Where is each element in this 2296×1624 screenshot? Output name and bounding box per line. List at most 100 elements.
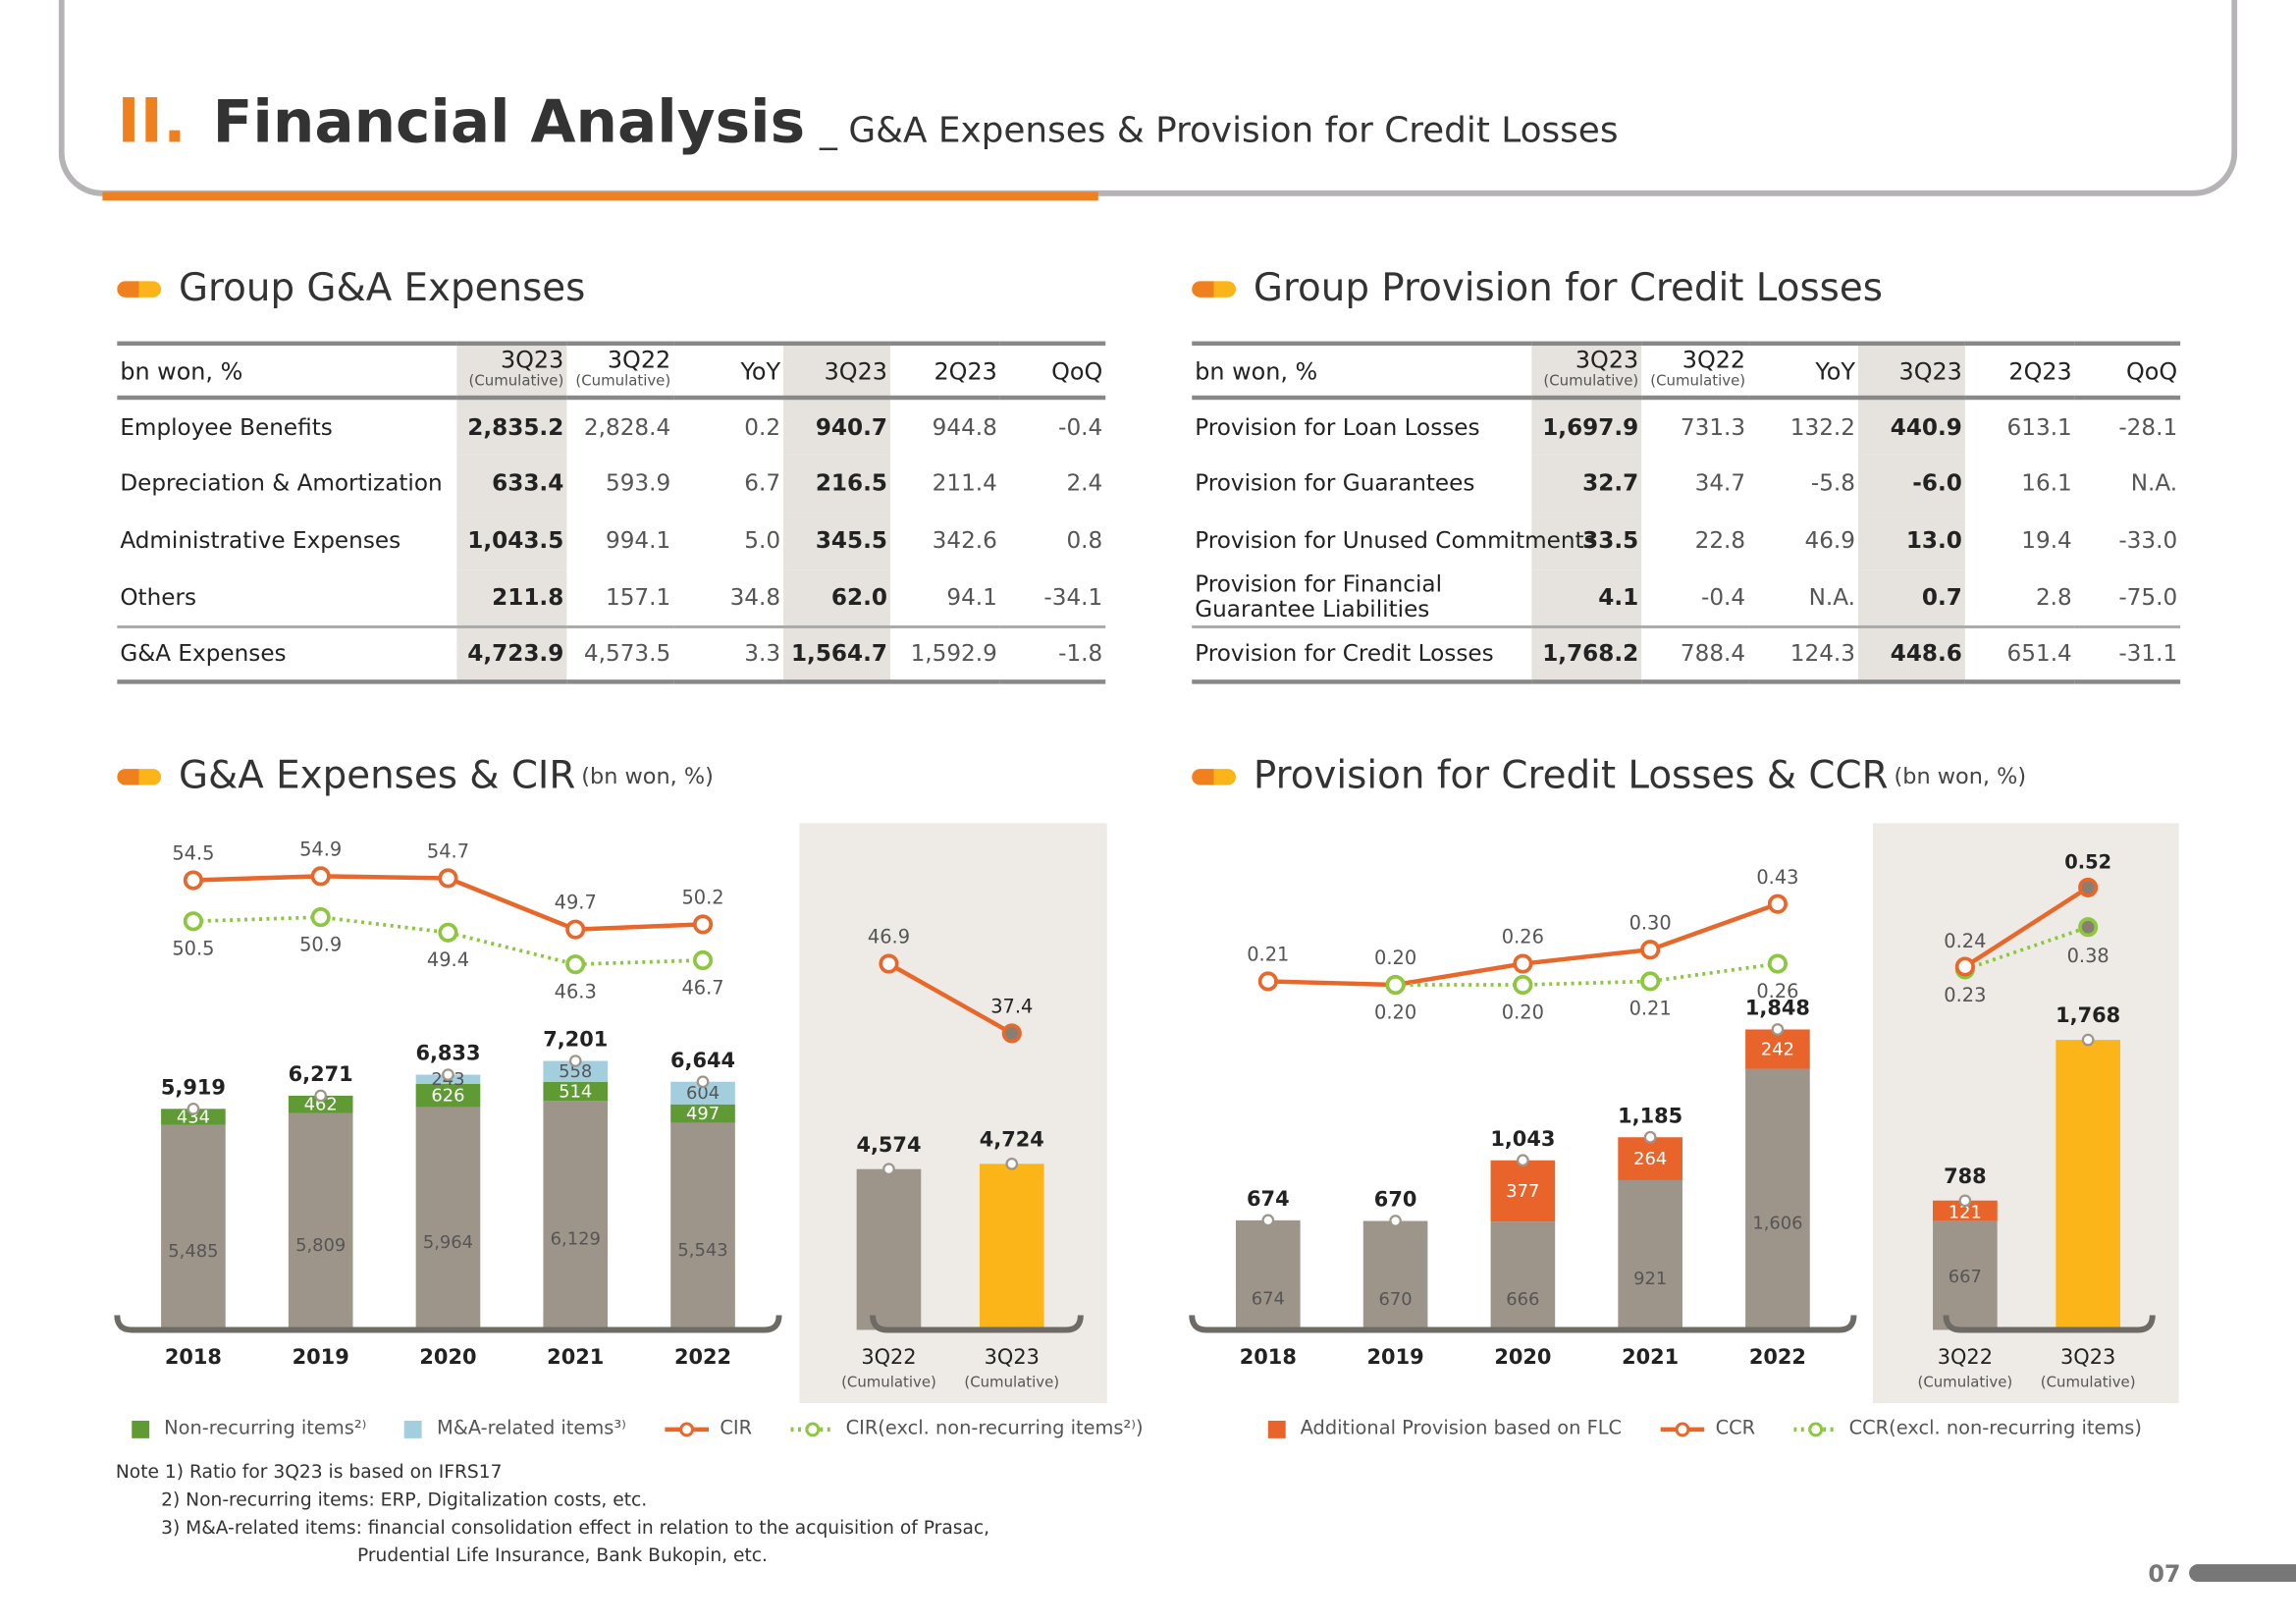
- bar-total-label: 674: [1247, 1187, 1290, 1211]
- x-tick-label: 3Q23: [985, 1345, 1040, 1369]
- bar-segment: [1490, 1160, 1556, 1222]
- cumulative-panel: [799, 823, 1107, 1404]
- legend-label: CIR: [720, 1417, 753, 1440]
- table-row: G&A Expenses 4,723.9 4,573.5 3.3 1,564.7 1,59…: [117, 625, 1106, 682]
- table-row: Depreciation & Amortization 633.4 593.9 6.7…: [117, 455, 1105, 513]
- legend-label: CCR: [1715, 1417, 1756, 1440]
- line-point: [1954, 956, 1975, 977]
- cell-value: 216.5: [783, 455, 890, 513]
- bar-segment-label: 462: [304, 1095, 338, 1115]
- bullet-icon: [1192, 768, 1236, 785]
- cell-value: 157.1: [606, 583, 671, 611]
- x-tick-label: 3Q23: [2060, 1345, 2115, 1369]
- column-header: 2Q23: [890, 344, 1000, 398]
- cell-value: 944.8: [932, 413, 997, 441]
- bar-segment: [670, 1104, 735, 1123]
- x-tick-label: 2022: [674, 1345, 731, 1369]
- line-value-label: 0.24: [1944, 930, 1986, 952]
- legend-cir-excl: CIR(excl. non-recurring items²⁾): [789, 1418, 1144, 1439]
- legend-label: Additional Provision based on FLC: [1300, 1417, 1623, 1440]
- bar-segment-label: 670: [1379, 1289, 1413, 1310]
- table-row: Provision for Loan Losses 1,697.9 731.3 132…: [1192, 397, 2180, 456]
- line-value-label: 0.43: [1756, 866, 1798, 889]
- column-label: QoQ: [2125, 356, 2178, 385]
- cumulative-x-axis: [870, 1315, 1084, 1333]
- unit-text: (bn won, %): [581, 763, 714, 790]
- column-header: 3Q23: [783, 343, 890, 398]
- cell-value: 19.4: [2021, 527, 2072, 554]
- title-sub: _ G&A Expenses & Provision for Credit Lo…: [820, 109, 1619, 151]
- cumulative-bar: [1933, 1200, 1998, 1330]
- row-label: G&A Expenses: [120, 640, 287, 668]
- bar-total-label: 7,201: [543, 1028, 608, 1052]
- column-label: 3Q22: [1682, 346, 1746, 374]
- cell-value: 440.9: [1857, 397, 1965, 456]
- line-point: [183, 870, 203, 891]
- line-value-label: 0.21: [1247, 944, 1289, 966]
- line-point: [1640, 940, 1661, 960]
- x-axis: [114, 1315, 782, 1333]
- cell-value: 3.3: [744, 640, 781, 668]
- row-label: Provision for Loan Losses: [1195, 413, 1480, 441]
- cell-value: 940.7: [783, 397, 890, 456]
- page-number: 07: [2148, 1559, 2181, 1589]
- row-label: Administrative Expenses: [120, 527, 401, 554]
- bar-segment: [1618, 1179, 1682, 1330]
- cumulative-bar: [2056, 1040, 2120, 1330]
- bar-segment-label: 5,964: [423, 1232, 473, 1253]
- cell-value: 2,835.2: [456, 397, 567, 456]
- cell-value: 2.8: [2035, 583, 2072, 611]
- line-point: [1385, 974, 1406, 996]
- line-point: [1513, 953, 1533, 974]
- cell-value: 4,723.9: [456, 625, 567, 682]
- line-value-label: 50.5: [172, 938, 214, 960]
- row-label: Provision for Credit Losses: [1195, 640, 1494, 668]
- x-tick-label: 2019: [293, 1345, 349, 1369]
- cell-value: 2,828.4: [583, 413, 671, 441]
- line-value-label: 54.7: [427, 840, 469, 863]
- bar-total-label: 670: [1374, 1188, 1417, 1212]
- bar-total-label: 5,919: [161, 1075, 226, 1099]
- table-row: Provision for Financial Guarantee Liabil…: [1192, 568, 2180, 626]
- row-label: Provision for Financial Guarantee Liabil…: [1195, 570, 1443, 623]
- column-header: YoY: [673, 344, 783, 398]
- bar-top-marker: [1261, 1214, 1275, 1227]
- bullet-icon: [117, 280, 162, 298]
- page-title: II. Financial Analysis _ G&A Expenses & …: [117, 85, 1618, 157]
- line-point: [2078, 917, 2099, 938]
- legend-flc: Additional Provision based on FLC: [1267, 1417, 1623, 1440]
- table-row: Others 211.8 157.1 34.8 62.0 94.1 -34.1: [117, 568, 1105, 626]
- column-label: 2Q23: [934, 356, 997, 385]
- cell-value: 593.9: [606, 469, 671, 497]
- cell-value: 211.8: [456, 568, 567, 626]
- cell-value: 22.8: [1694, 527, 1746, 554]
- row-label: Depreciation & Amortization: [120, 469, 443, 497]
- line-value-label: 0.26: [1502, 926, 1544, 948]
- bar-segment-label: 558: [559, 1061, 592, 1082]
- line-point: [692, 914, 714, 935]
- bar-top-marker: [696, 1075, 710, 1089]
- line-point: [1257, 971, 1278, 992]
- legend-ccr: CCR: [1659, 1417, 1756, 1440]
- cell-value: 1,564.7: [783, 625, 890, 682]
- column-header: 2Q23: [1965, 344, 2075, 398]
- bar-segment: [288, 1112, 353, 1330]
- cumulative-flc-segment: [1933, 1200, 1998, 1221]
- legend-cir: CIR: [664, 1417, 753, 1440]
- cell-value: 651.4: [2006, 640, 2072, 668]
- row-label: Employee Benefits: [120, 413, 333, 441]
- bullet-icon: [117, 768, 162, 785]
- line-point: [565, 954, 586, 975]
- bar-segment-label: 6,129: [551, 1229, 601, 1250]
- cell-value: 448.6: [1857, 625, 1965, 682]
- column-header: QoQ: [1000, 344, 1105, 398]
- line-value-label: 49.7: [555, 892, 597, 914]
- cumulative-bar: [856, 1168, 922, 1330]
- header-frame: [58, 0, 2238, 196]
- bar-total-label: 1,768: [2056, 1003, 2120, 1027]
- column-header: 3Q23: [1857, 343, 1965, 398]
- bar-segment: [670, 1081, 735, 1105]
- column-sub: (Cumulative): [1543, 373, 1639, 390]
- bar-total-label: 1,848: [1745, 997, 1810, 1020]
- bar-top-marker: [1643, 1130, 1657, 1144]
